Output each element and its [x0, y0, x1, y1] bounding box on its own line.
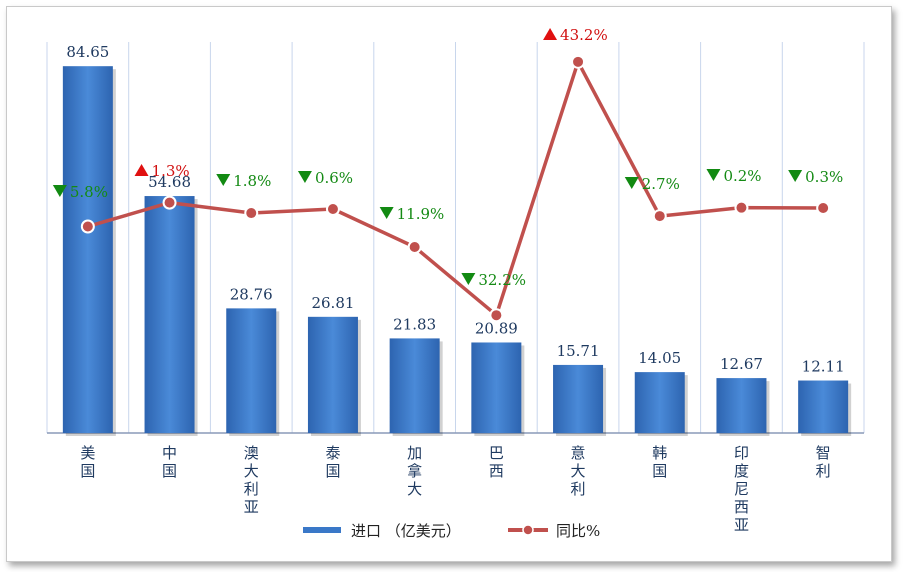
- bar-value-label: 84.65: [66, 43, 109, 61]
- yoy-point: [162, 195, 177, 210]
- yoy-value-label: 1.8%: [233, 172, 271, 190]
- yoy-value-label: 0.2%: [723, 167, 761, 185]
- bar: [634, 372, 685, 433]
- yoy-point: [244, 206, 259, 221]
- category-label: 巴西: [489, 444, 504, 480]
- bar: [553, 364, 604, 433]
- yoy-value-label: 11.9%: [397, 205, 445, 223]
- yoy-value-label: 32.2%: [478, 271, 526, 289]
- bar: [389, 338, 440, 433]
- bar-value-label: 21.83: [393, 315, 436, 333]
- legend-line-label: 同比%: [556, 522, 600, 540]
- legend-line-marker: [522, 524, 534, 536]
- category-label: 美国: [80, 444, 95, 480]
- yoy-line: [87, 60, 824, 317]
- bar: [62, 66, 113, 433]
- bar: [716, 378, 767, 433]
- category-label: 中国: [162, 444, 177, 480]
- bar-value-label: 26.81: [311, 294, 354, 312]
- legend-bar-label: 进口 （亿美元）: [351, 522, 461, 540]
- bar: [144, 196, 195, 433]
- up-arrow-icon: [134, 164, 149, 176]
- down-arrow-icon: [624, 177, 639, 189]
- yoy-point: [80, 219, 95, 234]
- yoy-point: [489, 308, 504, 323]
- bar-value-label: 20.89: [475, 319, 518, 337]
- down-arrow-icon: [297, 171, 312, 183]
- category-label: 加拿大: [407, 444, 422, 498]
- yoy-value-label: 5.8%: [70, 183, 108, 201]
- category-label: 泰国: [325, 444, 340, 480]
- category-label: 智利: [816, 444, 831, 480]
- bar-value-label: 54.68: [148, 173, 191, 191]
- yoy-point: [325, 202, 340, 217]
- bar-value-label: 12.11: [802, 358, 845, 376]
- yoy-value-label: 2.7%: [642, 175, 680, 193]
- category-label: 韩国: [652, 444, 667, 480]
- yoy-value-label: 0.3%: [805, 168, 843, 186]
- category-label: 澳大利亚: [244, 444, 259, 516]
- up-arrow-icon: [543, 28, 558, 40]
- chart-frame: 84.65 54.68 28.76 26.81 21.83 20.89 15.71 14.05…: [6, 6, 892, 562]
- bar: [471, 342, 522, 433]
- down-arrow-icon: [216, 174, 231, 186]
- yoy-point: [652, 209, 667, 224]
- yoy-point: [816, 201, 831, 216]
- category-label: 意大利: [571, 444, 586, 498]
- down-arrow-icon: [706, 169, 721, 181]
- down-arrow-icon: [52, 185, 67, 197]
- category-label: 印度尼西亚: [734, 444, 749, 534]
- yoy-value-label: 43.2%: [560, 26, 608, 44]
- bar: [798, 380, 849, 433]
- bar-value-label: 14.05: [638, 349, 681, 367]
- yoy-point: [571, 54, 586, 69]
- yoy-value-label: 0.6%: [315, 169, 353, 187]
- legend-bar-swatch: [303, 527, 341, 533]
- bar: [226, 308, 277, 433]
- down-arrow-icon: [788, 170, 803, 182]
- bar-value-label: 28.76: [230, 285, 273, 303]
- bar: [307, 316, 358, 433]
- yoy-point: [407, 239, 422, 254]
- down-arrow-icon: [379, 207, 394, 219]
- bar-value-label: 12.67: [720, 355, 763, 373]
- yoy-point: [734, 200, 749, 215]
- bar-value-label: 15.71: [557, 342, 600, 360]
- yoy-value-label: 1.3%: [152, 162, 190, 180]
- down-arrow-icon: [461, 273, 476, 285]
